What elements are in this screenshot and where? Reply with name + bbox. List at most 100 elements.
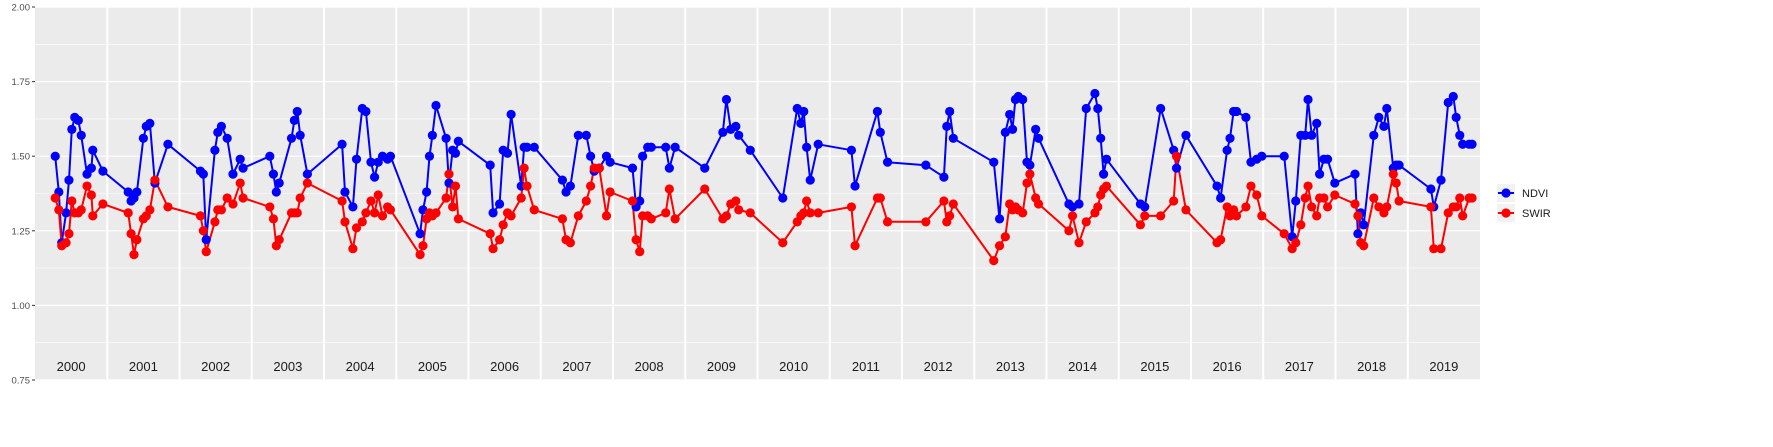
ndvi-point	[586, 151, 596, 161]
swir-point	[210, 217, 220, 227]
swir-point	[1241, 202, 1251, 212]
year-label: 2002	[201, 359, 230, 374]
swir-point	[1101, 181, 1112, 191]
ndvi-point	[1350, 169, 1360, 179]
swir-point	[1156, 211, 1166, 221]
y-tick-label: 1.50	[12, 152, 31, 163]
swir-point	[1382, 202, 1392, 212]
ndvi-point	[98, 166, 108, 176]
swir-point	[302, 178, 312, 188]
swir-point	[1394, 196, 1404, 206]
swir-point	[1279, 229, 1289, 239]
swir-point	[357, 217, 367, 227]
ndvi-point	[1303, 94, 1313, 105]
ndvi-point	[485, 160, 495, 170]
ndvi-point	[1093, 103, 1103, 114]
ndvi-point	[1222, 145, 1232, 155]
ndvi-point	[138, 133, 148, 143]
swir-point	[1093, 202, 1103, 212]
ndvi-point	[1312, 118, 1322, 128]
swir-point	[721, 211, 732, 221]
swir-point	[1388, 169, 1398, 179]
legend: NDVI SWIR	[1497, 184, 1551, 222]
ndvi-point	[1005, 109, 1015, 120]
ndvi-point	[664, 163, 674, 173]
ndvi-point	[1307, 130, 1317, 140]
swir-point	[1074, 238, 1084, 248]
swir-point	[989, 256, 999, 266]
ndvi-point	[431, 100, 441, 111]
ndvi-point	[522, 142, 532, 152]
gridlines	[35, 6, 1480, 381]
y-tick-label: 1.75	[12, 77, 31, 88]
ndvi-point	[366, 157, 376, 167]
swir-point	[1022, 178, 1032, 188]
swir-point	[1140, 211, 1150, 221]
ndvi-point	[557, 175, 568, 185]
ndvi-point	[1007, 124, 1018, 134]
swir-point	[646, 214, 656, 224]
swir-point	[98, 199, 108, 209]
swir-point	[238, 193, 248, 203]
ndvi-point	[850, 181, 860, 191]
swir-point	[265, 202, 275, 212]
swir-point	[601, 211, 612, 221]
ndvi-point	[271, 187, 281, 197]
swir-point	[802, 196, 812, 206]
swir-point	[1303, 181, 1313, 191]
ndvi-point	[286, 133, 297, 143]
swir-point	[1169, 196, 1179, 206]
swir-point	[1426, 202, 1436, 212]
swir-point	[1467, 193, 1477, 203]
ndvi-point	[1436, 175, 1446, 185]
ndvi-point	[661, 142, 671, 152]
ndvi-point	[289, 115, 299, 125]
ndvi-point	[1394, 160, 1404, 170]
swir-point	[1291, 238, 1301, 248]
swir-point	[195, 211, 206, 221]
swir-point	[235, 178, 245, 188]
ndvi-point	[265, 151, 275, 161]
ndvi-point	[1101, 154, 1112, 164]
swir-point	[488, 244, 498, 254]
swir-point	[1312, 211, 1322, 221]
ndvi-point	[734, 130, 744, 140]
ndvi-point	[210, 145, 220, 155]
year-label: 2007	[562, 359, 591, 374]
swir-point	[1350, 199, 1360, 209]
ndvi-point	[1031, 124, 1041, 134]
swir-point	[519, 163, 529, 173]
swir-point	[1246, 181, 1256, 191]
swir-point	[1171, 151, 1182, 161]
ndvi-point	[73, 115, 83, 125]
ndvi-point	[216, 121, 227, 131]
legend-label: SWIR	[1522, 208, 1551, 220]
swir-point	[385, 205, 396, 215]
ndvi-point	[340, 187, 350, 197]
swir-point	[1353, 211, 1363, 221]
swir-point	[778, 238, 788, 248]
ndvi-point	[721, 94, 732, 105]
swir-point	[453, 214, 463, 224]
ndvi-point	[605, 157, 615, 167]
swir-point	[61, 238, 71, 248]
swir-point	[664, 184, 674, 194]
ndvi-point	[337, 139, 347, 149]
ndvi-point	[228, 169, 238, 179]
ndvi-point	[1025, 160, 1035, 170]
ndvi-point	[421, 187, 432, 197]
ndvi-point	[64, 175, 74, 185]
ndvi-point	[61, 208, 71, 218]
year-label: 2001	[129, 359, 158, 374]
ndvi-point	[638, 151, 648, 161]
swir-point	[123, 208, 133, 218]
swir-point	[88, 211, 98, 221]
swir-point	[1319, 193, 1329, 203]
swir-point	[1231, 211, 1242, 221]
ndvi-point	[488, 208, 498, 218]
swir-point	[361, 208, 371, 218]
swir-point	[945, 211, 955, 221]
year-label: 2004	[346, 359, 375, 374]
ndvi-point	[1374, 112, 1384, 123]
